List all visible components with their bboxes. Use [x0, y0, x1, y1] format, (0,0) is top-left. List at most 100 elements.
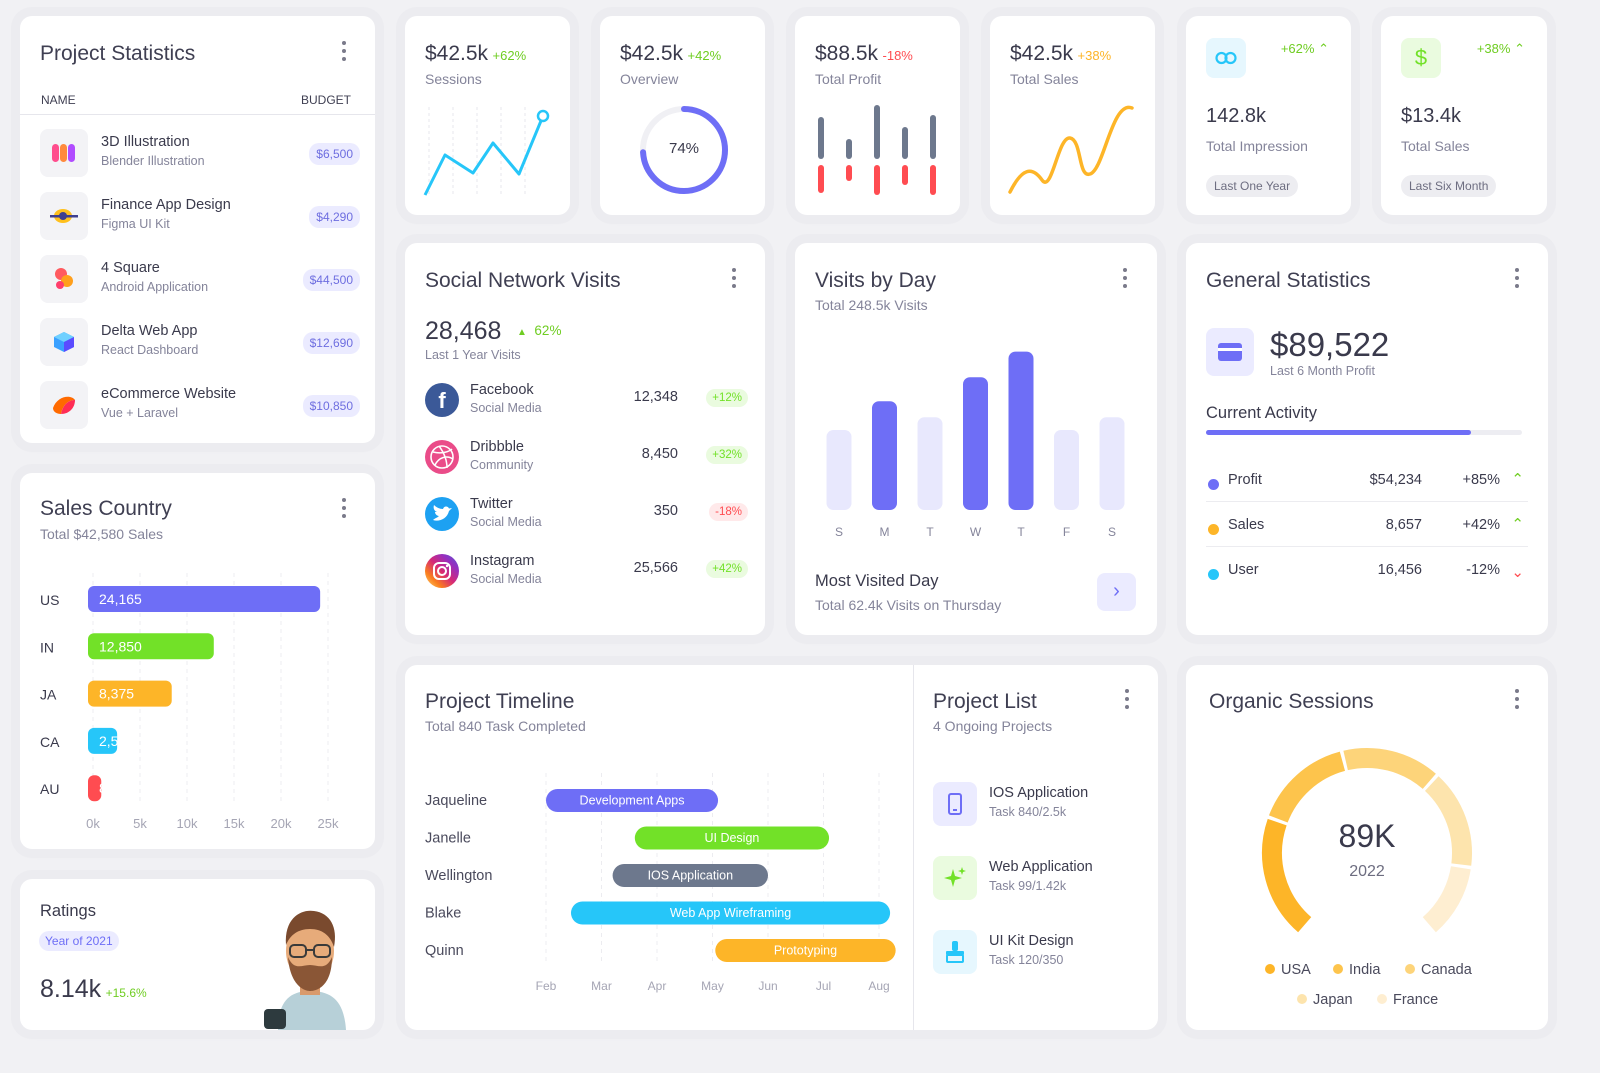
x-tick-label: T	[1017, 525, 1025, 539]
list-item[interactable]: 4 Square Android Application $44,500	[40, 255, 360, 303]
item-sub: Task 99/1.42k	[989, 879, 1067, 893]
card-sub: 4 Ongoing Projects	[933, 718, 1053, 734]
item-value: 12,348	[633, 389, 678, 405]
task-bar[interactable]	[634, 826, 830, 850]
activity-progress-fill	[1206, 430, 1472, 435]
stat-change: -18%	[882, 48, 913, 63]
x-tick-label: 0k	[86, 816, 100, 831]
more-options-icon[interactable]	[1123, 268, 1127, 288]
instagram-icon	[425, 554, 459, 588]
pct-badge: +32%	[706, 446, 748, 464]
ratings-value-line: 8.14k +15.6%	[40, 975, 147, 1004]
task-bar[interactable]	[546, 789, 719, 812]
bar-0	[826, 430, 852, 510]
stat-value: $42.5k	[620, 42, 684, 65]
sales-country-chart: 0k 5k 10k 15k 20k 25k US 24,165 IN 12,850 JA 8,375 C…	[40, 573, 339, 831]
list-item[interactable]: f Facebook Social Media 12,348 +12%	[425, 381, 748, 421]
bar-AU	[88, 775, 102, 802]
item-value: 8,450	[641, 446, 678, 462]
total-profit-card: $88.5k -18% Total Profit	[795, 16, 960, 215]
stat-change: +62%	[492, 48, 527, 63]
foursquare-logo-icon	[40, 255, 88, 303]
organic-year: 2022	[1349, 863, 1385, 880]
month-label: Mar	[591, 979, 612, 993]
x-tick-label: S	[1108, 525, 1116, 539]
arrow-up-icon: ⌃	[1318, 41, 1329, 56]
task-bar[interactable]	[612, 864, 768, 887]
x-tick-label: 5k	[133, 816, 147, 831]
list-item[interactable]: eCommerce Website Vue + Laravel $10,850	[40, 381, 360, 429]
chevron-right-button[interactable]: ›	[1097, 573, 1136, 611]
list-item[interactable]: IOS Application Task 840/2.5k	[933, 782, 1133, 832]
bar-value-label: 2,567	[99, 733, 134, 749]
dribbble-icon	[425, 440, 459, 474]
impression-label: Total Impression	[1206, 138, 1308, 154]
list-item[interactable]: UI Kit Design Task 120/350	[933, 930, 1133, 980]
impression-value: 142.8k	[1206, 105, 1267, 127]
delta-logo-icon	[40, 318, 88, 366]
list-item[interactable]: 3D Illustration Blender Illustration $6,…	[40, 129, 360, 177]
bar-IN	[88, 633, 214, 660]
legend-label: USA	[1281, 962, 1311, 978]
item-name: IOS Application	[989, 785, 1089, 801]
bar-3	[963, 377, 988, 510]
item-sub: Vue + Laravel	[101, 406, 179, 420]
x-tick-label: W	[970, 525, 982, 539]
item-name: 4 Square	[101, 260, 160, 276]
y-tick-label: IN	[40, 639, 54, 655]
pct-badge: -18%	[709, 503, 748, 521]
task-label: Development Apps	[580, 794, 685, 808]
y-tick-label: CA	[40, 734, 60, 750]
card-title: Organic Sessions	[1209, 690, 1374, 713]
month-label: Jul	[816, 979, 831, 993]
stat-row: Profit $54,234 +85% ⌃	[1206, 471, 1528, 501]
row-value: 16,456	[1377, 562, 1422, 578]
y-tick-label: US	[40, 592, 59, 608]
general-value: $89,522	[1270, 326, 1390, 363]
stat-value: $42.5k	[1010, 42, 1074, 65]
sales-change-value: +38%	[1476, 41, 1511, 56]
avatar-illustration	[264, 910, 346, 1030]
task-bar[interactable]	[570, 901, 891, 925]
project-list-panel: Project List 4 Ongoing Projects IOS Appl…	[913, 665, 1158, 1030]
general-sub: Last 6 Month Profit	[1270, 364, 1375, 378]
task-bar[interactable]	[715, 939, 896, 962]
list-item[interactable]: Delta Web App React Dashboard $12,690	[40, 318, 360, 366]
item-name: Dribbble	[470, 439, 524, 455]
list-item[interactable]: Web Application Task 99/1.42k	[933, 856, 1133, 906]
organic-value: 89K	[1338, 818, 1396, 854]
slice-Japan	[1424, 776, 1472, 866]
impression-change-value: +62%	[1280, 41, 1315, 56]
arrow-up-icon: ⌃	[1511, 471, 1524, 488]
year-chip: Year of 2021	[39, 931, 119, 951]
col-budget-header: BUDGET	[300, 93, 351, 107]
list-item[interactable]: Instagram Social Media 25,566 +42%	[425, 552, 748, 592]
more-options-icon[interactable]	[1515, 689, 1519, 709]
more-options-icon[interactable]	[1515, 268, 1519, 288]
row-pct: +42%	[1462, 517, 1501, 533]
organic-semi-donut	[1262, 748, 1472, 933]
item-name: Twitter	[470, 496, 513, 512]
pct-badge: +42%	[706, 560, 748, 578]
month-label: Jun	[758, 979, 777, 993]
legend-india: India	[1333, 962, 1380, 978]
overview-donut-arc	[640, 106, 728, 194]
list-item[interactable]: Twitter Social Media 350 -18%	[425, 495, 748, 535]
finance-logo-icon	[40, 192, 88, 240]
list-item[interactable]: Dribbble Community 8,450 +32%	[425, 438, 748, 478]
ratings-card: Ratings Year of 2021 8.14k +15.6%	[20, 879, 375, 1030]
list-item[interactable]: Finance App Design Figma UI Kit $4,290	[40, 192, 360, 240]
more-options-icon[interactable]	[342, 41, 346, 61]
sales-small-card: $ +38% ⌃ $13.4k Total Sales Last Six Mon…	[1381, 16, 1547, 215]
col-name-header: NAME	[41, 93, 76, 107]
more-options-icon[interactable]	[342, 498, 346, 518]
row-value: $54,234	[1369, 472, 1422, 488]
timeline-gantt-chart: Feb Mar Apr May Jun Jul Aug Jaqueline Developmen…	[425, 773, 896, 993]
item-sub: Social Media	[470, 572, 542, 586]
item-name: eCommerce Website	[101, 386, 237, 402]
x-tick-label: 15k	[224, 816, 245, 831]
mobile-icon	[933, 782, 977, 826]
social-total: 28,468	[425, 317, 502, 345]
more-options-icon[interactable]	[732, 268, 736, 288]
more-options-icon[interactable]	[1125, 689, 1129, 709]
